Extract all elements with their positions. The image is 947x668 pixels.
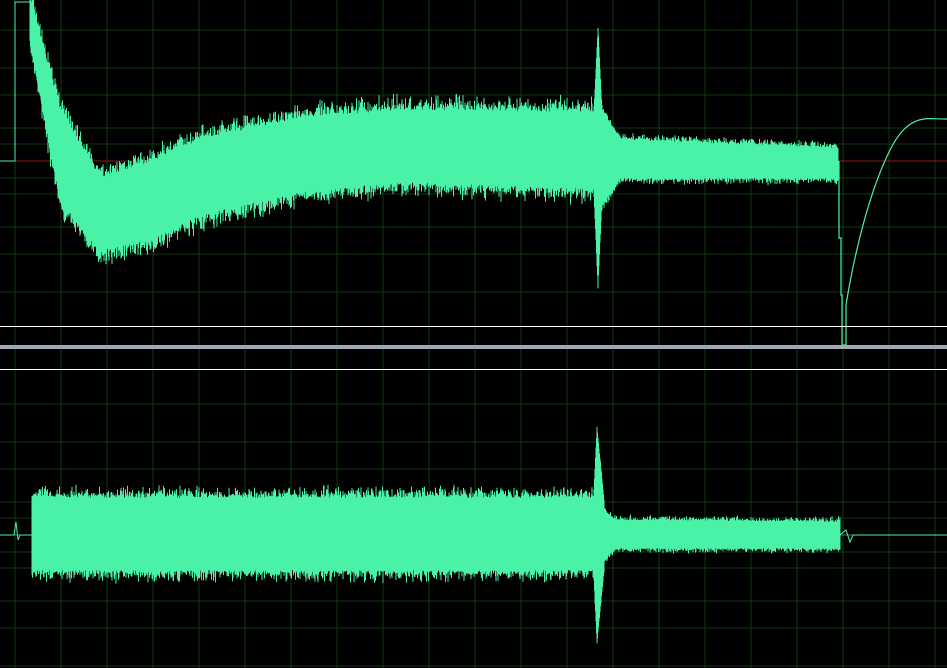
waveform-recovery-curve [838,117,947,346]
channel-left-waveform[interactable] [0,0,947,346]
waveform-segment-1 [29,0,595,265]
waveform-tail [839,529,947,544]
waveform-transient [593,28,603,289]
waveform-lead-in [0,521,32,541]
waveform-transient [593,426,605,644]
waveform-lead-in [0,1,30,162]
channel-divider [0,345,947,349]
channel-right-waveform[interactable] [0,426,947,644]
waveform-segment-1 [31,484,595,584]
waveform-segment-2 [603,506,841,562]
waveform-segment-2 [601,105,839,210]
channel-dividers [0,326,947,370]
